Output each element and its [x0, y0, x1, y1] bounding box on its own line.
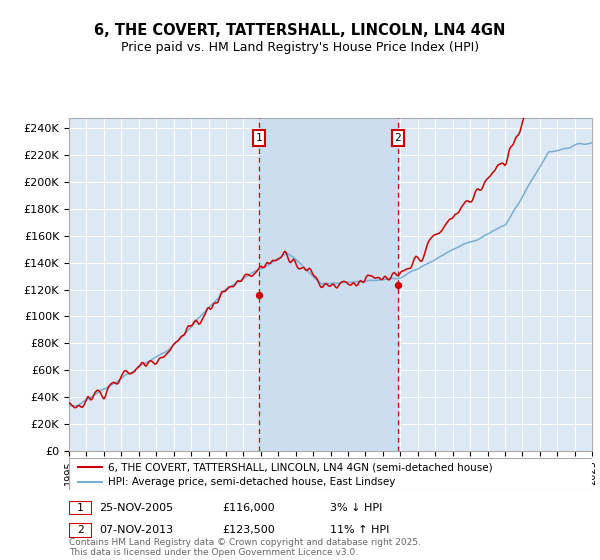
Text: HPI: Average price, semi-detached house, East Lindsey: HPI: Average price, semi-detached house,…: [108, 477, 395, 487]
Point: [393, 281, 403, 290]
FancyBboxPatch shape: [69, 458, 592, 490]
Text: 3% ↓ HPI: 3% ↓ HPI: [330, 503, 382, 513]
Point: [254, 291, 264, 300]
Text: Contains HM Land Registry data © Crown copyright and database right 2025.
This d: Contains HM Land Registry data © Crown c…: [69, 538, 421, 557]
Bar: [259, 118, 398, 451]
Text: 25-NOV-2005: 25-NOV-2005: [99, 503, 173, 513]
FancyBboxPatch shape: [69, 523, 92, 538]
Text: 6, THE COVERT, TATTERSHALL, LINCOLN, LN4 4GN (semi-detached house): 6, THE COVERT, TATTERSHALL, LINCOLN, LN4…: [108, 462, 493, 472]
FancyBboxPatch shape: [69, 501, 92, 515]
Text: 6, THE COVERT, TATTERSHALL, LINCOLN, LN4 4GN: 6, THE COVERT, TATTERSHALL, LINCOLN, LN4…: [94, 24, 506, 38]
Text: Price paid vs. HM Land Registry's House Price Index (HPI): Price paid vs. HM Land Registry's House …: [121, 41, 479, 54]
Text: 1: 1: [256, 133, 262, 143]
Text: £123,500: £123,500: [222, 525, 275, 535]
Text: 2: 2: [77, 525, 84, 535]
Text: 1: 1: [77, 503, 84, 513]
Text: £116,000: £116,000: [222, 503, 275, 513]
Text: 2: 2: [394, 133, 401, 143]
Text: 07-NOV-2013: 07-NOV-2013: [99, 525, 173, 535]
Text: 11% ↑ HPI: 11% ↑ HPI: [330, 525, 389, 535]
